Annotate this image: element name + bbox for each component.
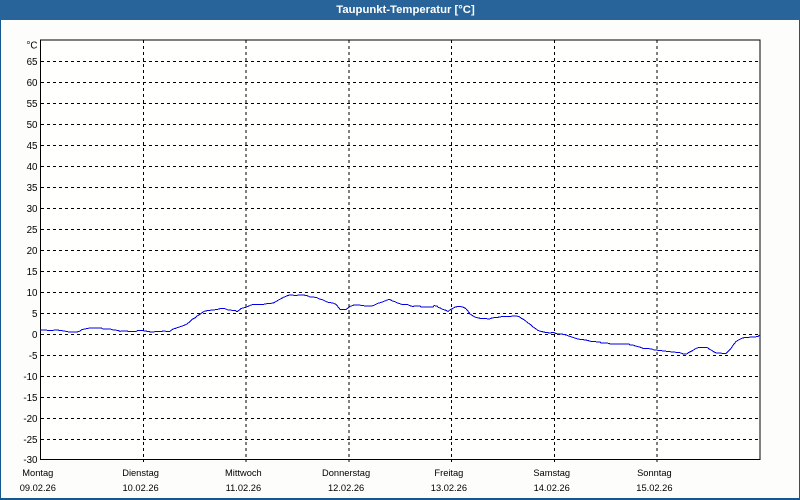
- svg-text:Montag: Montag: [22, 468, 53, 478]
- svg-text:40: 40: [27, 162, 38, 173]
- svg-text:09.02.26: 09.02.26: [20, 483, 56, 493]
- svg-text:Donnerstag: Donnerstag: [322, 468, 370, 478]
- svg-text:10.02.26: 10.02.26: [122, 483, 158, 493]
- svg-text:11.02.26: 11.02.26: [226, 483, 262, 493]
- svg-text:15: 15: [27, 267, 38, 278]
- svg-text:15.02.26: 15.02.26: [636, 483, 672, 493]
- svg-text:50: 50: [27, 120, 38, 131]
- svg-text:Samstag: Samstag: [533, 468, 570, 478]
- svg-text:-15: -15: [23, 393, 38, 404]
- svg-text:60: 60: [27, 78, 38, 89]
- svg-text:55: 55: [27, 99, 38, 110]
- svg-text:65: 65: [27, 57, 38, 68]
- svg-text:0: 0: [32, 330, 38, 341]
- svg-text:12.02.26: 12.02.26: [328, 483, 364, 493]
- svg-text:14.02.26: 14.02.26: [534, 483, 570, 493]
- svg-text:Sonntag: Sonntag: [637, 468, 672, 478]
- svg-text:30: 30: [27, 204, 38, 215]
- svg-text:25: 25: [27, 225, 38, 236]
- svg-text:35: 35: [27, 183, 38, 194]
- svg-text:Taupunkt-Temperatur [°C]: Taupunkt-Temperatur [°C]: [336, 4, 475, 16]
- svg-text:-10: -10: [23, 372, 38, 383]
- svg-text:5: 5: [32, 309, 38, 320]
- svg-text:Freitag: Freitag: [434, 468, 463, 478]
- svg-text:45: 45: [27, 141, 38, 152]
- svg-text:-25: -25: [23, 435, 38, 446]
- svg-text:Mittwoch: Mittwoch: [225, 468, 262, 478]
- svg-text:10: 10: [27, 288, 38, 299]
- svg-text:20: 20: [27, 246, 38, 257]
- svg-text:13.02.26: 13.02.26: [431, 483, 467, 493]
- svg-text:-20: -20: [23, 414, 38, 425]
- svg-text:-5: -5: [29, 351, 38, 362]
- svg-text:-30: -30: [23, 455, 38, 466]
- svg-text:°C: °C: [27, 41, 38, 52]
- svg-text:Dienstag: Dienstag: [122, 468, 159, 478]
